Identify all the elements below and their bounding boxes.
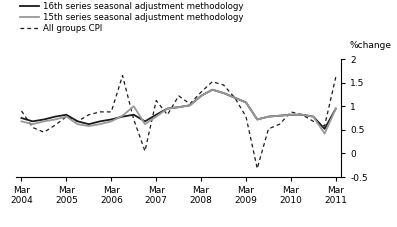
15th series seasonal adjustment methodology (143, 123, 147, 126)
All groups CPI (64, 115, 69, 118)
15th series seasonal adjustment methodology (300, 113, 304, 116)
All groups CPI (199, 91, 204, 94)
15th series seasonal adjustment methodology (244, 101, 249, 104)
All groups CPI (75, 120, 80, 123)
16th series seasonal adjustment methodology (232, 96, 237, 99)
15th series seasonal adjustment methodology (42, 120, 46, 123)
16th series seasonal adjustment methodology (120, 115, 125, 118)
16th series seasonal adjustment methodology (333, 107, 338, 110)
16th series seasonal adjustment methodology (98, 120, 102, 123)
15th series seasonal adjustment methodology (165, 107, 170, 110)
All groups CPI (333, 76, 338, 78)
16th series seasonal adjustment methodology (255, 118, 260, 121)
15th series seasonal adjustment methodology (154, 115, 158, 118)
Line: All groups CPI: All groups CPI (21, 76, 336, 169)
All groups CPI (232, 96, 237, 99)
All groups CPI (221, 84, 226, 86)
16th series seasonal adjustment methodology (187, 104, 192, 107)
15th series seasonal adjustment methodology (266, 115, 271, 118)
All groups CPI (311, 120, 316, 123)
All groups CPI (109, 111, 114, 113)
All groups CPI (277, 123, 282, 126)
15th series seasonal adjustment methodology (333, 107, 338, 110)
16th series seasonal adjustment methodology (64, 113, 69, 116)
16th series seasonal adjustment methodology (176, 106, 181, 109)
All groups CPI (42, 131, 46, 133)
15th series seasonal adjustment methodology (311, 115, 316, 118)
15th series seasonal adjustment methodology (187, 104, 192, 107)
All groups CPI (30, 126, 35, 129)
All groups CPI (19, 110, 24, 112)
All groups CPI (120, 74, 125, 77)
All groups CPI (87, 113, 91, 116)
16th series seasonal adjustment methodology (277, 114, 282, 117)
16th series seasonal adjustment methodology (154, 113, 158, 116)
Line: 15th series seasonal adjustment methodology: 15th series seasonal adjustment methodol… (21, 90, 336, 134)
16th series seasonal adjustment methodology (165, 107, 170, 110)
All groups CPI (266, 128, 271, 130)
15th series seasonal adjustment methodology (255, 118, 260, 121)
All groups CPI (255, 167, 260, 170)
All groups CPI (53, 124, 58, 126)
16th series seasonal adjustment methodology (75, 120, 80, 123)
Line: 16th series seasonal adjustment methodology: 16th series seasonal adjustment methodol… (21, 90, 336, 129)
15th series seasonal adjustment methodology (131, 105, 136, 108)
15th series seasonal adjustment methodology (109, 120, 114, 123)
All groups CPI (289, 111, 293, 113)
16th series seasonal adjustment methodology (266, 115, 271, 118)
15th series seasonal adjustment methodology (30, 123, 35, 126)
16th series seasonal adjustment methodology (244, 101, 249, 104)
15th series seasonal adjustment methodology (232, 96, 237, 99)
All groups CPI (165, 113, 170, 116)
15th series seasonal adjustment methodology (199, 94, 204, 97)
All groups CPI (154, 99, 158, 102)
16th series seasonal adjustment methodology (221, 92, 226, 94)
16th series seasonal adjustment methodology (289, 113, 293, 116)
All groups CPI (131, 118, 136, 121)
15th series seasonal adjustment methodology (53, 118, 58, 121)
16th series seasonal adjustment methodology (143, 120, 147, 123)
All groups CPI (187, 103, 192, 105)
15th series seasonal adjustment methodology (221, 92, 226, 94)
16th series seasonal adjustment methodology (42, 118, 46, 121)
15th series seasonal adjustment methodology (176, 106, 181, 109)
15th series seasonal adjustment methodology (64, 115, 69, 118)
15th series seasonal adjustment methodology (289, 113, 293, 116)
16th series seasonal adjustment methodology (322, 128, 327, 130)
16th series seasonal adjustment methodology (300, 113, 304, 116)
All groups CPI (210, 80, 215, 83)
16th series seasonal adjustment methodology (131, 113, 136, 116)
15th series seasonal adjustment methodology (19, 120, 24, 123)
All groups CPI (98, 111, 102, 113)
15th series seasonal adjustment methodology (75, 123, 80, 126)
16th series seasonal adjustment methodology (30, 120, 35, 123)
Legend: 16th series seasonal adjustment methodology, 15th series seasonal adjustment met: 16th series seasonal adjustment methodol… (20, 2, 243, 33)
Text: %change: %change (349, 41, 391, 49)
All groups CPI (322, 125, 327, 127)
16th series seasonal adjustment methodology (311, 115, 316, 118)
16th series seasonal adjustment methodology (109, 118, 114, 121)
All groups CPI (143, 150, 147, 153)
All groups CPI (300, 113, 304, 116)
16th series seasonal adjustment methodology (210, 88, 215, 91)
16th series seasonal adjustment methodology (53, 115, 58, 118)
15th series seasonal adjustment methodology (120, 114, 125, 117)
15th series seasonal adjustment methodology (98, 123, 102, 126)
All groups CPI (244, 115, 249, 118)
16th series seasonal adjustment methodology (87, 123, 91, 126)
15th series seasonal adjustment methodology (87, 125, 91, 127)
16th series seasonal adjustment methodology (199, 94, 204, 97)
16th series seasonal adjustment methodology (19, 117, 24, 119)
15th series seasonal adjustment methodology (277, 114, 282, 117)
15th series seasonal adjustment methodology (210, 88, 215, 91)
All groups CPI (176, 94, 181, 97)
15th series seasonal adjustment methodology (322, 132, 327, 135)
